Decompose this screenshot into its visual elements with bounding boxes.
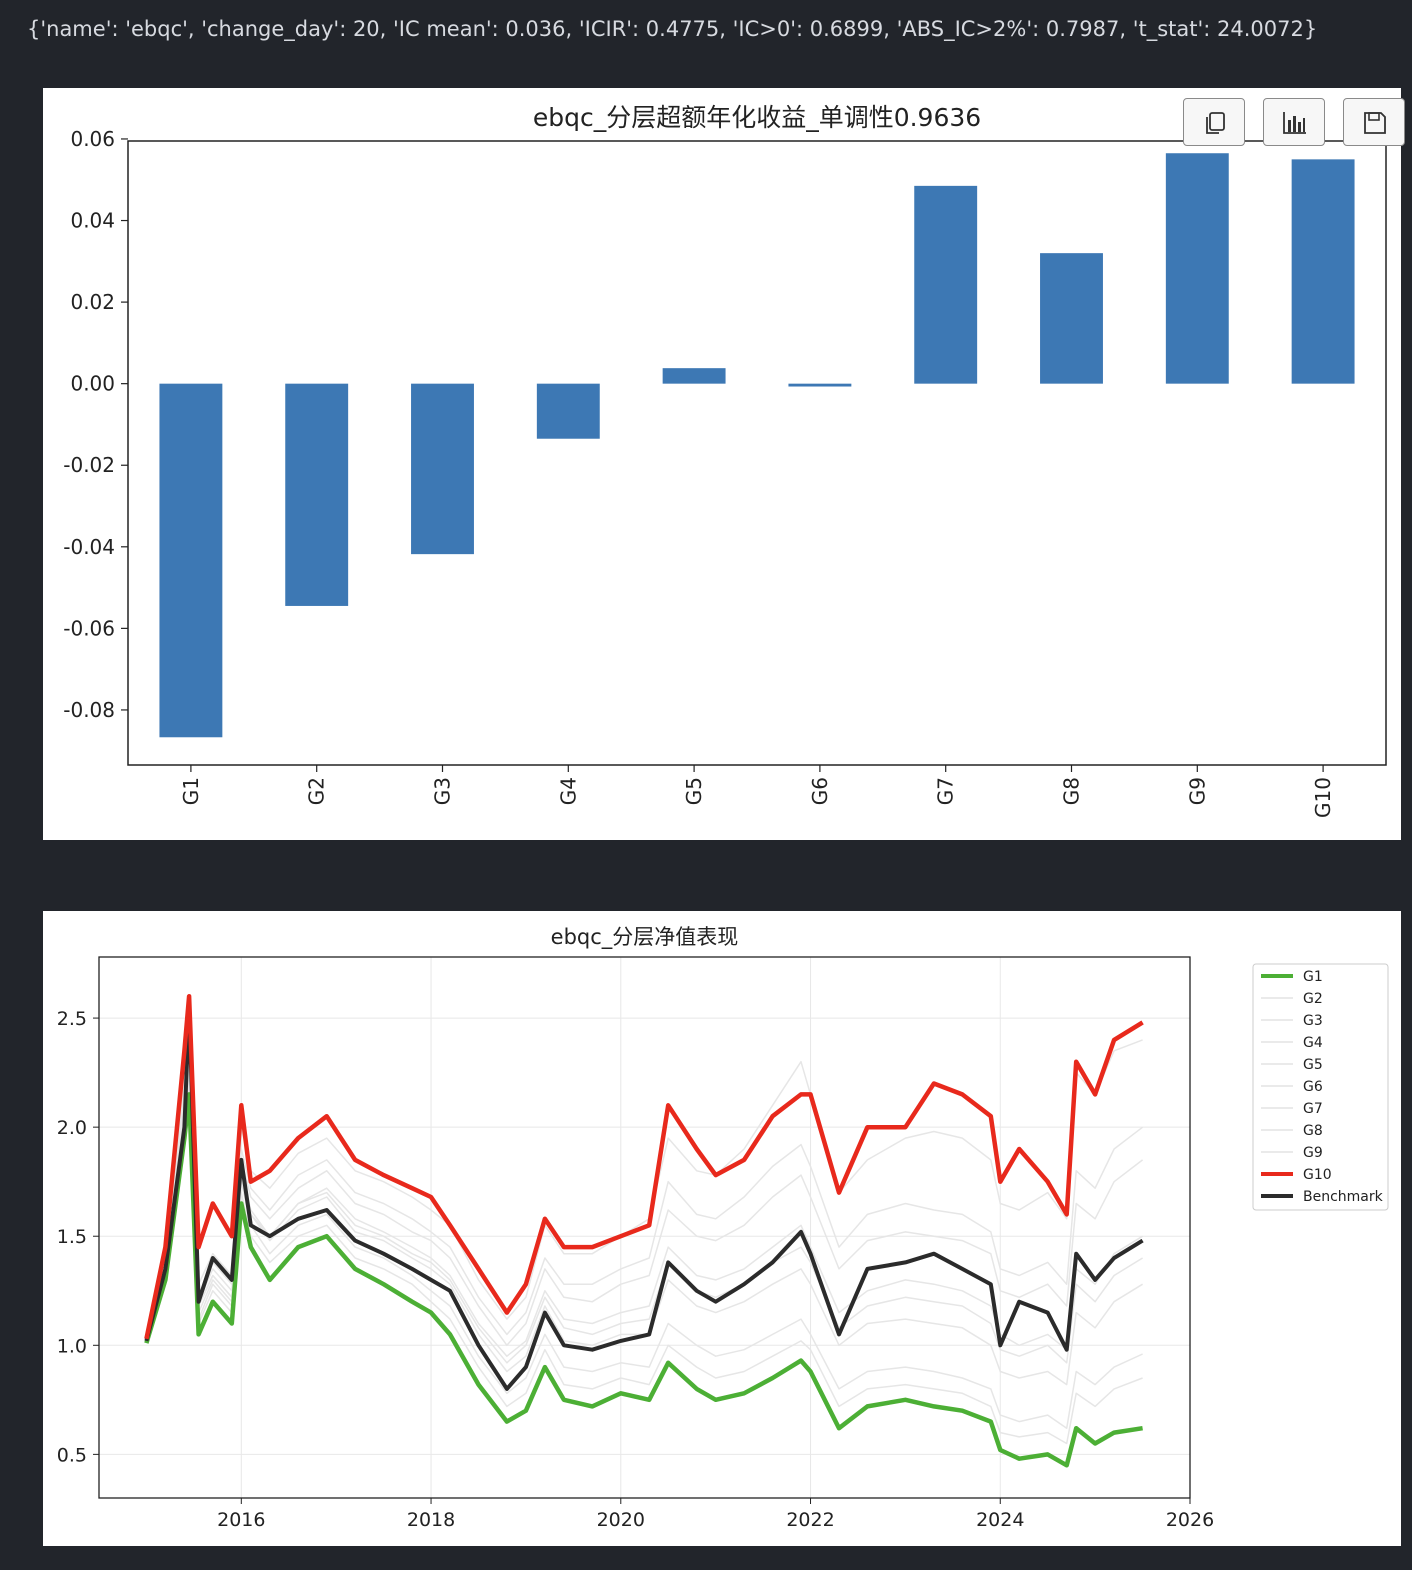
x-tick-label: G9: [1185, 777, 1209, 805]
x-tick-label: G10: [1311, 777, 1335, 818]
legend-label: G8: [1303, 1123, 1323, 1139]
bar-g7: [914, 185, 978, 384]
line-chart-figure: ebqc_分层净值表现 2016 2018 2020 2022 2024 2026 0.5 1.…: [43, 911, 1401, 1546]
series-line-g1: [144, 1092, 1143, 1468]
save-icon: [1364, 112, 1386, 134]
x-tick-label: 2018: [407, 1509, 455, 1531]
legend-label: G5: [1303, 1057, 1323, 1073]
y-tick-label: 0.06: [70, 127, 115, 151]
legend-label: G9: [1303, 1145, 1323, 1161]
y-tick-label: 2.5: [57, 1008, 87, 1030]
x-tick-label: G3: [431, 777, 455, 805]
x-tick-label: G1: [179, 777, 203, 805]
save-button[interactable]: [1343, 98, 1405, 146]
bar-g5: [662, 368, 726, 384]
bar-g10: [1291, 159, 1355, 384]
chart-title: ebqc_分层净值表现: [551, 925, 739, 950]
copy-button[interactable]: [1183, 98, 1245, 146]
y-tick-label: 0.00: [70, 372, 115, 396]
x-tick-label: G7: [934, 777, 958, 805]
bar-g1: [159, 383, 223, 738]
y-tick-label: -0.08: [63, 698, 115, 722]
series-line-g8: [145, 1043, 1144, 1347]
x-tick-label: G2: [305, 777, 329, 805]
bar-chart-figure: ebqc_分层超额年化收益_单调性0.9636 0.06 0.04 0.02 0.00 -…: [43, 88, 1405, 840]
y-tick-label: 0.5: [57, 1444, 87, 1466]
x-tick-label: 2022: [786, 1509, 834, 1531]
bar-chart: ebqc_分层超额年化收益_单调性0.9636 0.06 0.04 0.02 0.00 -…: [63, 103, 1387, 818]
x-tick-label: G8: [1060, 777, 1084, 805]
chart-view-button[interactable]: [1263, 98, 1325, 146]
y-tick-label: -0.02: [63, 453, 115, 477]
legend-label: G4: [1303, 1035, 1323, 1051]
legend-frame: [1252, 963, 1389, 1211]
x-tick-label: G5: [682, 777, 706, 805]
series-line-benchmark: [144, 1005, 1144, 1391]
y-tick-label: 1.0: [57, 1335, 87, 1357]
x-tick-label: 2024: [976, 1509, 1024, 1531]
bar-chart-icon: [1283, 112, 1306, 134]
legend-label: G1: [1303, 969, 1323, 985]
bar-g8: [1040, 253, 1103, 384]
chart-title: ebqc_分层超额年化收益_单调性0.9636: [533, 103, 981, 132]
plot-frame: [98, 956, 1191, 1499]
legend: G1 G2 G3 G4 G5 G6 G7 G8 G9 G10 Benchmark: [1252, 963, 1389, 1211]
x-tick-label: G4: [556, 777, 580, 805]
x-tick-label: 2020: [597, 1509, 645, 1531]
bar-g2: [285, 383, 349, 606]
legend-label: G2: [1303, 991, 1323, 1007]
x-tick-label: 2016: [217, 1509, 265, 1531]
y-tick-label: 2.0: [57, 1117, 87, 1139]
y-tick-label: 1.5: [57, 1226, 87, 1248]
legend-label: G3: [1303, 1013, 1323, 1029]
bar-g9: [1165, 153, 1229, 384]
legend-label: G10: [1303, 1167, 1332, 1183]
bar-g3: [411, 383, 474, 555]
y-tick-label: -0.04: [63, 535, 115, 559]
bar-g6: [788, 383, 852, 387]
x-tick-label: G6: [808, 777, 832, 805]
x-tick-label: 2026: [1166, 1509, 1214, 1531]
output-text: {'name': 'ebqc', 'change_day': 20, 'IC m…: [27, 17, 1318, 41]
legend-label: G6: [1303, 1079, 1323, 1095]
y-tick-label: 0.02: [70, 290, 115, 314]
line-chart: ebqc_分层净值表现 2016 2018 2020 2022 2024 2026 0.5 1.…: [57, 925, 1389, 1531]
plot-frame: [127, 140, 1387, 766]
bar-g4: [536, 383, 600, 439]
y-tick-label: -0.06: [63, 616, 115, 640]
series-line-g10: [144, 994, 1144, 1340]
legend-label: Benchmark: [1303, 1189, 1384, 1205]
legend-label: G7: [1303, 1101, 1323, 1117]
y-tick-label: 0.04: [70, 209, 115, 233]
series-line-g6: [145, 1050, 1143, 1364]
series-line-g2: [145, 1082, 1143, 1445]
series-line-g7: [145, 1039, 1144, 1342]
copy-icon: [1206, 112, 1225, 134]
